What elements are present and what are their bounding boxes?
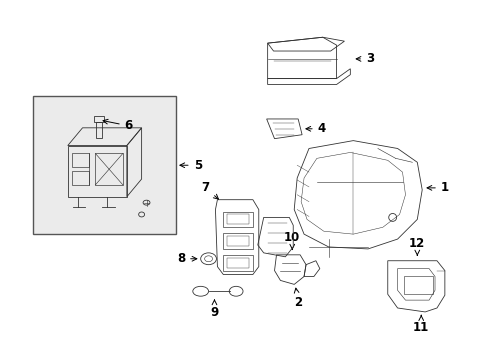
Text: 2: 2 [293, 288, 302, 309]
Bar [68, 145, 126, 197]
Text: 9: 9 [210, 300, 218, 319]
Bar [223, 255, 252, 271]
Bar [72, 153, 89, 167]
Text: 7: 7 [201, 181, 218, 199]
Text: 8: 8 [177, 252, 197, 265]
Text: 5: 5 [180, 159, 202, 172]
Bar [33, 96, 176, 234]
Text: 3: 3 [355, 53, 373, 66]
Bar [223, 212, 252, 227]
Bar [223, 233, 252, 249]
Text: 10: 10 [284, 231, 300, 249]
Bar [72, 171, 89, 185]
Bar [403, 276, 432, 294]
Bar [95, 153, 122, 185]
Bar [94, 116, 104, 122]
Text: 1: 1 [426, 181, 448, 194]
Bar [227, 215, 248, 224]
Text: 4: 4 [305, 122, 325, 135]
Bar [227, 236, 248, 246]
Text: 12: 12 [408, 237, 425, 255]
Bar [96, 122, 102, 138]
Text: 11: 11 [412, 315, 428, 334]
Text: 6: 6 [103, 119, 133, 132]
Bar [227, 258, 248, 267]
